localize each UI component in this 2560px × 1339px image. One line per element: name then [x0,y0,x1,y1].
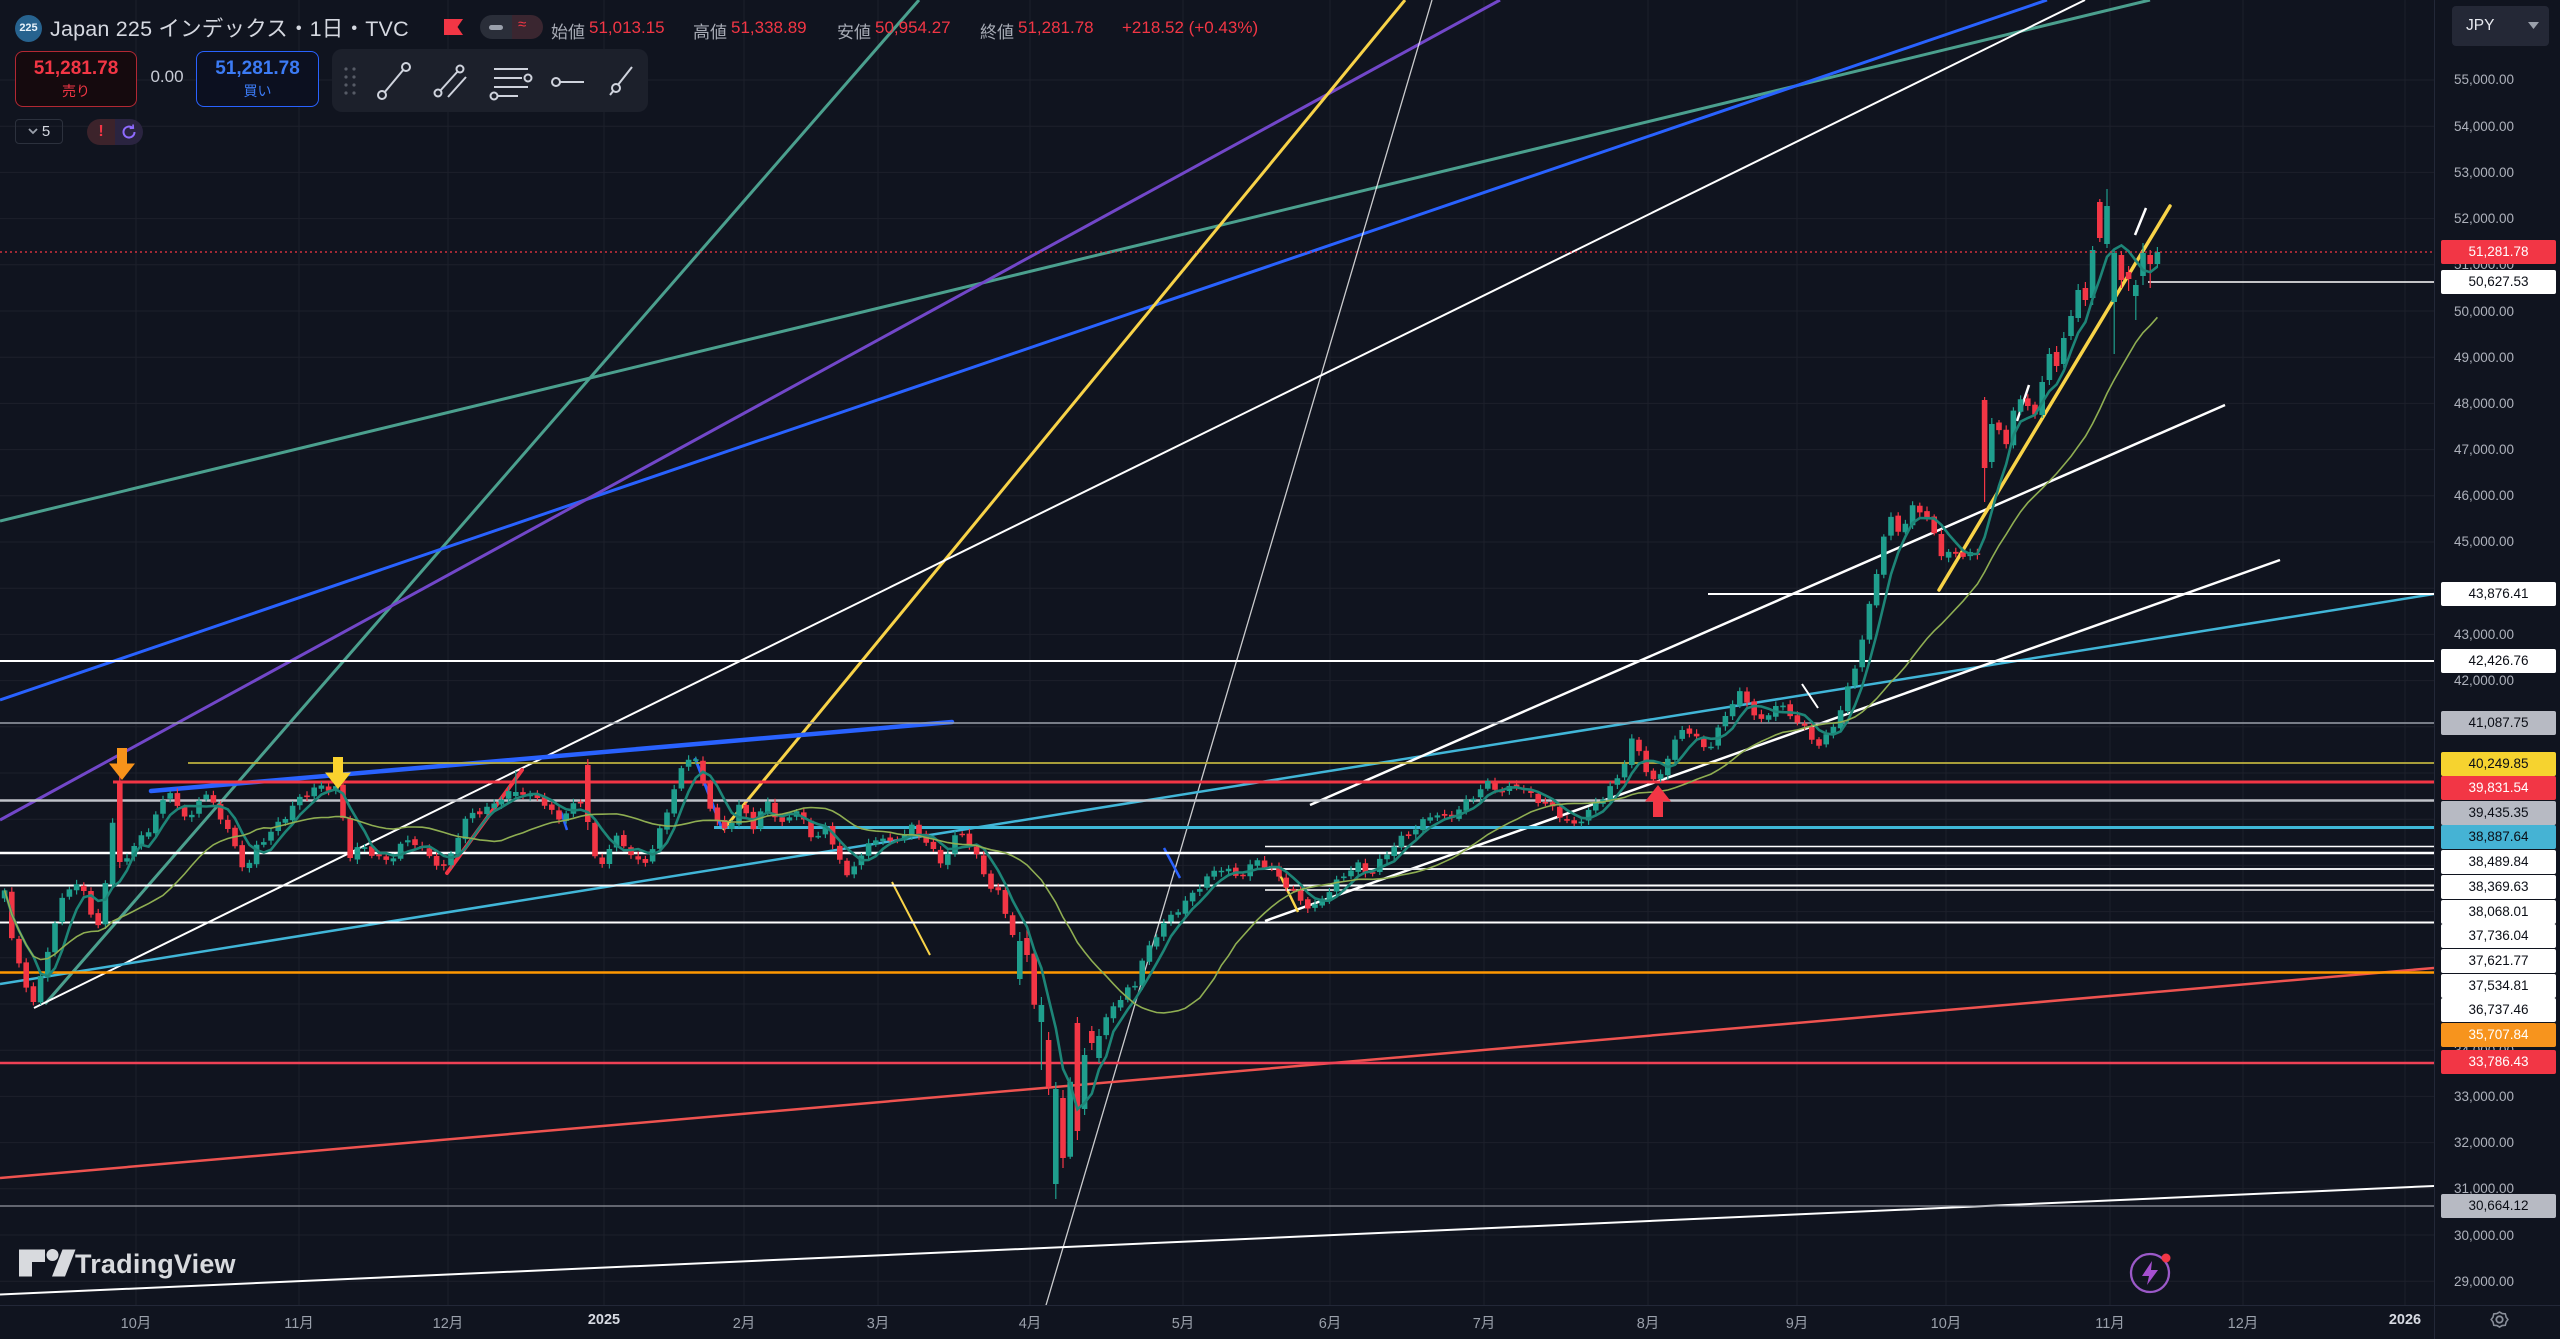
svg-text:TradingView: TradingView [75,1249,237,1279]
